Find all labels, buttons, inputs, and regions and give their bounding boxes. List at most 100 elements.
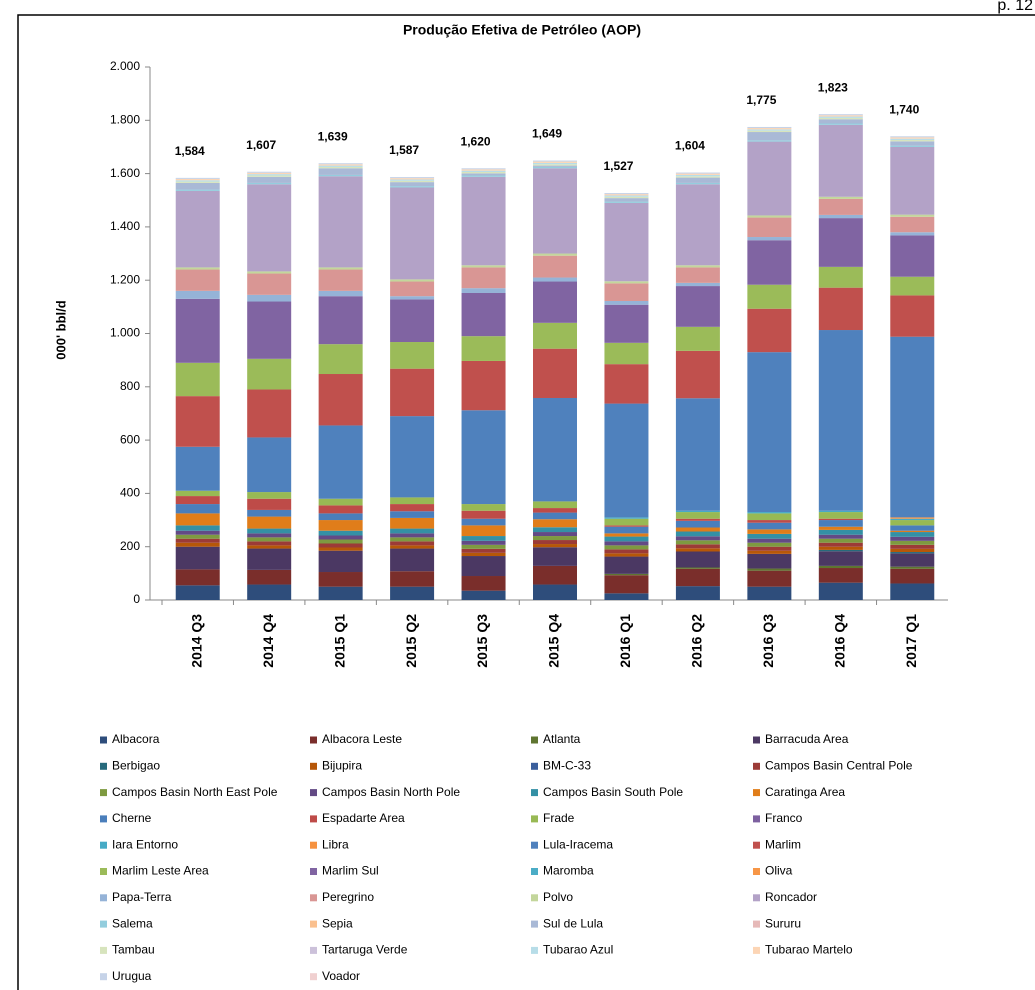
bar-segment (604, 364, 649, 404)
y-axis-label: 000' bbl/d (53, 300, 68, 359)
bar-segment (175, 180, 220, 182)
bar-segment (461, 548, 506, 553)
legend-swatch (753, 815, 760, 823)
bar-segment (461, 536, 506, 541)
total-label: 1,620 (461, 134, 491, 148)
bar-segment (175, 189, 220, 191)
bar-segment (318, 543, 363, 548)
bar-segment (318, 505, 363, 514)
bar-segment (175, 267, 220, 270)
bar-segment (318, 520, 363, 531)
bar-segment (818, 510, 863, 513)
bar-segment (318, 269, 363, 291)
bar-segment (747, 215, 792, 218)
bar-segment (747, 553, 792, 569)
bar-segment (818, 582, 863, 600)
legend-swatch (100, 841, 107, 849)
bar-segment (818, 534, 863, 539)
bar-segment (175, 525, 220, 531)
bar-segment (604, 533, 649, 537)
legend-swatch (100, 815, 107, 823)
bar-segment (318, 374, 363, 426)
bar-segment (247, 389, 292, 438)
bar-segment (890, 548, 935, 553)
bar-segment (247, 175, 292, 177)
legend-label: Libra (322, 837, 349, 851)
bar-segment (890, 518, 935, 521)
bar-segment (675, 586, 720, 600)
bar-segment (175, 538, 220, 543)
bar-segment (818, 287, 863, 331)
bar-segment (390, 187, 435, 280)
legend-label: Oliva (765, 864, 793, 878)
legend-label: Campos Basin North East Pole (112, 785, 278, 799)
bar-segment (390, 517, 435, 529)
bar-segment (675, 544, 720, 549)
bar-segment (318, 344, 363, 375)
legend-swatch (310, 868, 317, 875)
bar-segment (604, 198, 649, 202)
total-label: 1,587 (389, 143, 419, 157)
bar-segment (175, 396, 220, 447)
bar-segment (890, 540, 935, 545)
legend-swatch (100, 894, 107, 902)
bar-segment (247, 548, 292, 570)
bar-segment (533, 397, 577, 502)
bar-segment (675, 350, 720, 399)
legend-label: Tambau (112, 943, 155, 957)
bar-segment (604, 545, 649, 550)
legend-swatch (753, 762, 760, 770)
bar-segment (675, 512, 720, 519)
bar-segment (890, 552, 935, 554)
legend-swatch (531, 841, 538, 849)
bar-segment (747, 586, 792, 600)
bar-segment (390, 416, 435, 498)
bar-segment (390, 281, 435, 297)
bar-segment (461, 288, 506, 293)
bar-segment (461, 410, 506, 505)
bar-segment (890, 276, 935, 296)
legend-label: Sururu (765, 916, 801, 930)
bar-segment (818, 115, 863, 117)
bar-segment (390, 177, 435, 179)
bar-segment (675, 548, 720, 552)
bar-segment (390, 528, 435, 534)
y-tick-label: 1.000 (110, 326, 140, 340)
bar-segment (818, 123, 863, 125)
bar-segment (675, 567, 720, 569)
legend-label: Caratinga Area (765, 785, 845, 799)
x-tick-label: 2015 Q2 (403, 614, 419, 668)
legend-swatch (531, 868, 538, 875)
x-tick-label: 2014 Q3 (188, 614, 204, 668)
legend-swatch (310, 815, 317, 823)
bar-segment (675, 527, 720, 532)
bar-segment (175, 534, 220, 539)
bar-segment (675, 182, 720, 185)
bar-segment (390, 178, 435, 180)
bar-segment (890, 214, 935, 217)
x-tick-label: 2017 Q1 (903, 614, 919, 668)
bar-segment (390, 368, 435, 417)
bar-segment (675, 172, 720, 174)
legend-label: Marlim (765, 837, 801, 851)
bar-segment (461, 175, 506, 177)
x-tick-label: 2016 Q2 (689, 614, 705, 668)
legend-label: Atlanta (543, 732, 581, 746)
bar-segment (461, 504, 506, 511)
legend-label: Iara Entorno (112, 837, 178, 851)
bar-segment (533, 501, 577, 509)
bar-segment (747, 529, 792, 534)
bar-segment (818, 565, 863, 569)
legend-label: Tubarao Azul (543, 943, 613, 957)
bar-segment (247, 516, 292, 529)
bar-segment (390, 186, 435, 188)
bar-segment (247, 533, 292, 538)
bar-segment (390, 537, 435, 542)
y-tick-label: 1.600 (110, 166, 140, 180)
bar-segment (604, 518, 649, 526)
bar-segment (890, 295, 935, 337)
bar-segment (247, 184, 292, 272)
bar-segment (533, 348, 577, 398)
bar-segment (675, 282, 720, 287)
